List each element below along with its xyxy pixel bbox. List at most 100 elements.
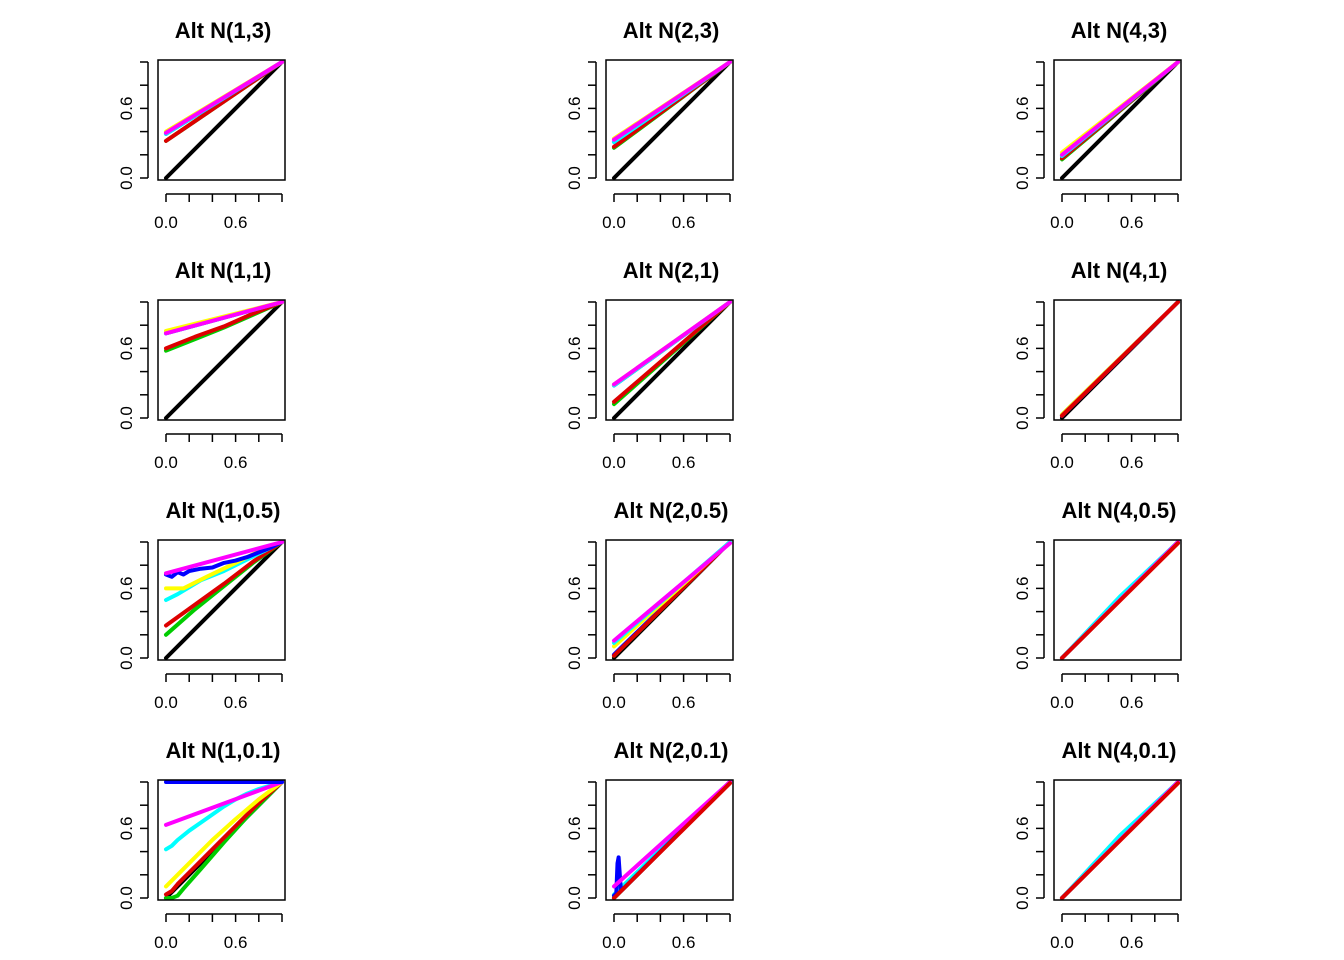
- series-line: [164, 60, 284, 135]
- panel-title: Alt N(1,0.5): [166, 498, 281, 523]
- panel-title: Alt N(1,3): [175, 18, 272, 43]
- x-tick-label: 0.0: [1050, 933, 1074, 952]
- y-tick-label: 0.6: [1013, 337, 1032, 361]
- series-line: [164, 780, 284, 827]
- series-group: [164, 60, 284, 180]
- plot-frame: [605, 59, 734, 181]
- panel-title: Alt N(4,0.1): [1062, 738, 1177, 763]
- y-tick-label: 0.0: [117, 406, 136, 430]
- y-tick-label: 0.0: [117, 166, 136, 190]
- x-tick-label: 0.6: [1120, 933, 1144, 952]
- panel: Alt N(1,0.5) 0.0 0.6 0.0 0.6: [117, 498, 286, 712]
- x-tick-label: 0.6: [672, 933, 696, 952]
- series-group: [612, 60, 732, 180]
- y-tick-label: 0.0: [117, 646, 136, 670]
- series-line: [164, 60, 284, 180]
- panel: Alt N(4,0.1) 0.0 0.6 0.0 0.6: [1013, 738, 1182, 952]
- panel-title: Alt N(2,0.5): [614, 498, 729, 523]
- y-tick-label: 0.6: [1013, 97, 1032, 121]
- plot-frame: [1053, 779, 1182, 901]
- panel: Alt N(2,1) 0.0 0.6 0.0 0.6: [565, 258, 734, 472]
- panel-title: Alt N(2,0.1): [614, 738, 729, 763]
- y-tick-label: 0.0: [117, 886, 136, 910]
- x-tick-label: 0.6: [672, 453, 696, 472]
- plot-frame: [605, 779, 734, 901]
- series-line: [612, 300, 732, 387]
- x-tick-label: 0.0: [602, 213, 626, 232]
- x-tick-label: 0.0: [154, 693, 178, 712]
- y-tick-label: 0.6: [1013, 577, 1032, 601]
- x-tick-label: 0.0: [154, 453, 178, 472]
- x-tick-label: 0.6: [672, 213, 696, 232]
- y-tick-label: 0.0: [1013, 406, 1032, 430]
- series-line: [612, 60, 732, 180]
- y-tick-label: 0.6: [565, 97, 584, 121]
- series-line: [1060, 300, 1180, 418]
- y-tick-label: 0.6: [1013, 817, 1032, 841]
- y-tick-label: 0.6: [117, 97, 136, 121]
- series-line: [164, 540, 284, 576]
- series-line: [164, 300, 284, 351]
- series-line: [1060, 60, 1180, 180]
- series-group: [164, 300, 284, 420]
- series-line: [612, 60, 732, 142]
- panel-title: Alt N(1,1): [175, 258, 272, 283]
- series-line: [612, 300, 732, 404]
- series-line: [612, 781, 732, 900]
- x-tick-label: 0.6: [224, 453, 248, 472]
- series-line: [612, 541, 732, 643]
- x-tick-label: 0.6: [672, 693, 696, 712]
- x-tick-label: 0.6: [224, 933, 248, 952]
- plot-frame: [605, 539, 734, 661]
- series-group: [1060, 300, 1180, 420]
- series-group: [612, 540, 732, 660]
- plot-frame: [1053, 59, 1182, 181]
- series-line: [1060, 541, 1180, 660]
- x-tick-label: 0.0: [1050, 213, 1074, 232]
- y-tick-label: 0.0: [1013, 886, 1032, 910]
- plot-frame: [157, 779, 286, 901]
- x-tick-label: 0.6: [224, 213, 248, 232]
- x-tick-label: 0.0: [1050, 693, 1074, 712]
- series-group: [612, 300, 732, 420]
- plot-frame: [157, 299, 286, 421]
- panel-title: Alt N(4,3): [1071, 18, 1168, 43]
- y-tick-label: 0.6: [117, 817, 136, 841]
- series-group: [612, 780, 732, 900]
- panel: Alt N(2,3) 0.0 0.6 0.0 0.6: [565, 18, 734, 232]
- panel-title: Alt N(2,1): [623, 258, 720, 283]
- plot-frame: [605, 299, 734, 421]
- series-line: [164, 300, 284, 420]
- y-tick-label: 0.6: [117, 337, 136, 361]
- series-line: [164, 300, 284, 336]
- y-tick-label: 0.0: [565, 406, 584, 430]
- series-line: [164, 540, 284, 628]
- series-line: [164, 540, 284, 660]
- panel-title: Alt N(1,0.1): [166, 738, 281, 763]
- series-line: [1060, 781, 1180, 900]
- panel-title: Alt N(2,3): [623, 18, 720, 43]
- x-tick-label: 0.6: [1120, 453, 1144, 472]
- series-line: [1060, 60, 1180, 157]
- panel: Alt N(1,0.1) 0.0 0.6 0.0 0.6: [117, 738, 286, 952]
- panel-title: Alt N(4,1): [1071, 258, 1168, 283]
- panel: Alt N(4,0.5) 0.0 0.6 0.0 0.6: [1013, 498, 1182, 712]
- panel: Alt N(4,1) 0.0 0.6 0.0 0.6: [1013, 258, 1182, 472]
- panel: Alt N(2,0.5) 0.0 0.6 0.0 0.6: [565, 498, 734, 712]
- series-group: [1060, 540, 1180, 660]
- x-tick-label: 0.0: [602, 933, 626, 952]
- y-tick-label: 0.6: [565, 817, 584, 841]
- y-tick-label: 0.6: [117, 577, 136, 601]
- series-group: [164, 540, 284, 660]
- x-tick-label: 0.0: [154, 213, 178, 232]
- series-group: [1060, 780, 1180, 900]
- series-line: [612, 780, 732, 889]
- y-tick-label: 0.0: [565, 886, 584, 910]
- x-tick-label: 0.0: [1050, 453, 1074, 472]
- x-tick-label: 0.0: [602, 693, 626, 712]
- panel-title: Alt N(4,0.5): [1062, 498, 1177, 523]
- y-tick-label: 0.0: [1013, 166, 1032, 190]
- plot-frame: [1053, 539, 1182, 661]
- panel: Alt N(4,3) 0.0 0.6 0.0 0.6: [1013, 18, 1182, 232]
